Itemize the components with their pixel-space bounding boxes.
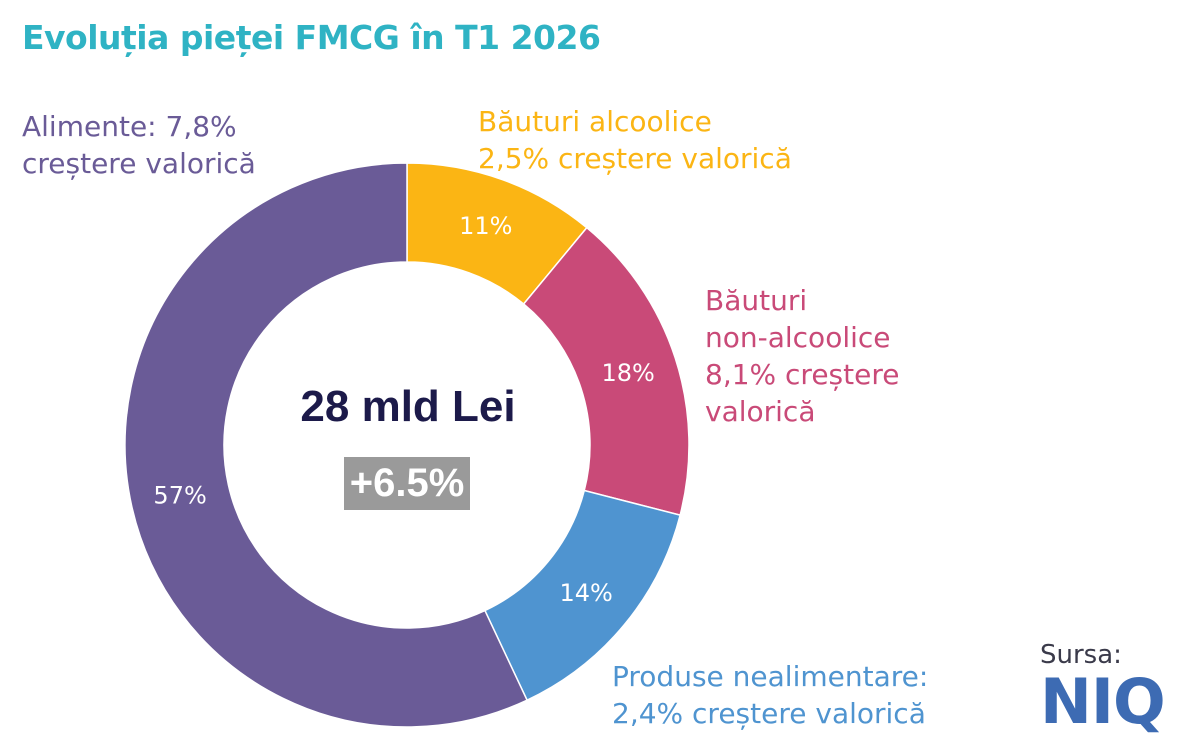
pct-label-alimente: 57% <box>153 482 206 510</box>
pct-label-produse-nealimentare: 14% <box>559 579 612 607</box>
center-change-badge: +6.5% <box>344 457 470 510</box>
label-alimente: Alimente: 7,8% creștere valorică <box>22 110 256 180</box>
pct-label-bauturi-alcoolice: 11% <box>459 212 512 240</box>
chart-title: Evoluția pieței FMCG în T1 2026 <box>22 18 601 57</box>
slice-alimente <box>124 162 529 728</box>
pct-label-bauturi-non-alcoolice: 18% <box>601 359 654 387</box>
niq-logo: NIQ <box>1040 665 1166 738</box>
label-bauturi-alcoolice: Băuturi alcoolice 2,5% creștere valorică <box>478 105 792 175</box>
center-total-value: 28 mld Lei <box>300 382 516 431</box>
label-bauturi-non-alcoolice: Băuturi non-alcoolice 8,1% creștere valo… <box>705 284 900 428</box>
source-label: Sursa: <box>1040 640 1122 670</box>
label-produse-nealimentare: Produse nealimentare: 2,4% creștere valo… <box>612 660 929 730</box>
